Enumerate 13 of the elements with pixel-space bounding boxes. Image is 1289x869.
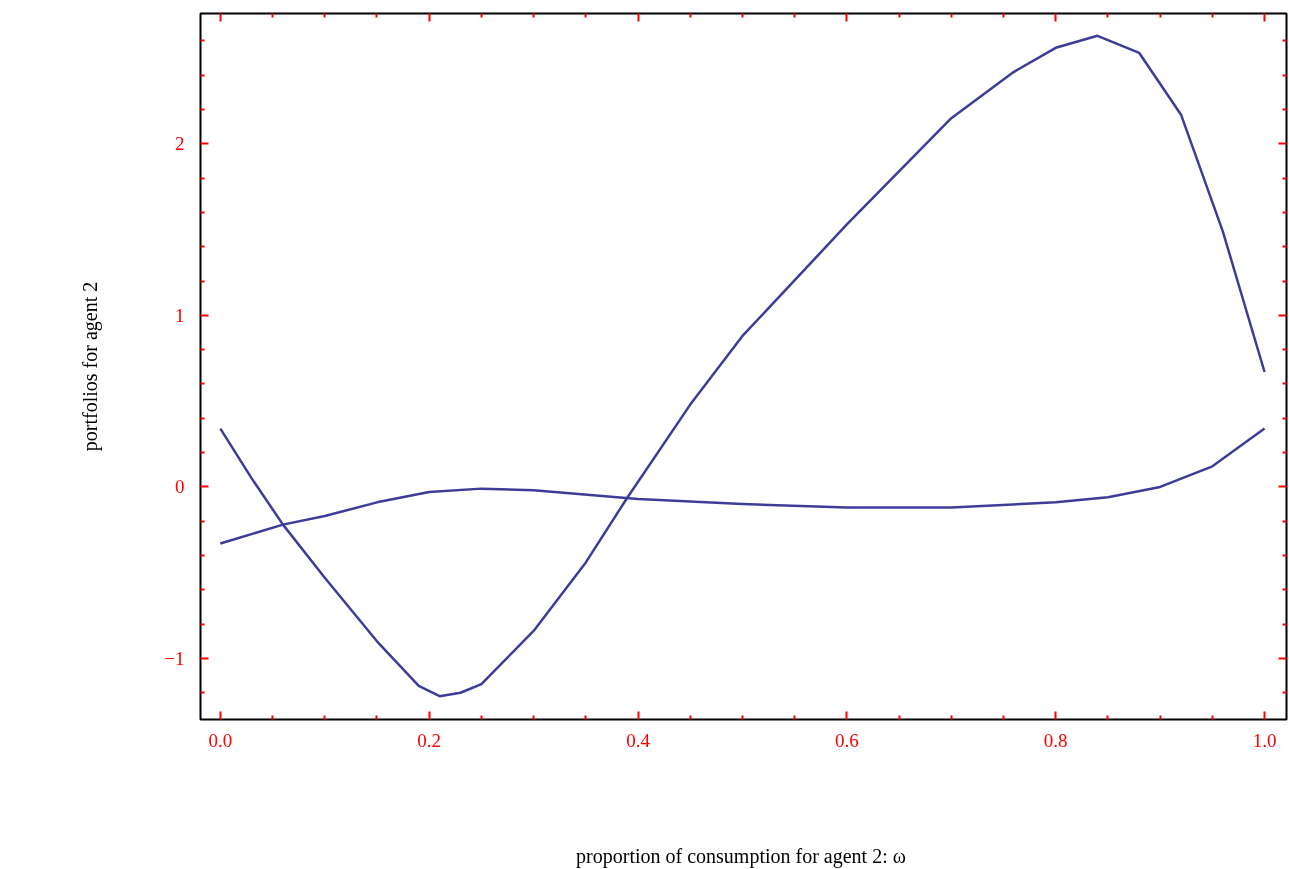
y-axis-title: portfolios for agent 2 xyxy=(79,281,103,452)
y-tick-label: 2 xyxy=(175,133,185,155)
x-axis-title: proportion of consumption for agent 2: ω xyxy=(576,844,906,868)
x-tick-label: 0.0 xyxy=(208,729,233,751)
x-tick-label: 1.0 xyxy=(1252,729,1277,751)
x-tick-label: 0.6 xyxy=(835,729,859,751)
y-tick-label: 0 xyxy=(175,476,185,498)
x-tick-label: 0.4 xyxy=(626,729,651,751)
y-tick-label: 1 xyxy=(175,304,185,326)
x-tick-label: 0.2 xyxy=(417,729,442,751)
y-tick-label: −1 xyxy=(164,647,185,669)
line-series xyxy=(219,34,1266,698)
x-tick-label: 0.8 xyxy=(1043,729,1068,751)
